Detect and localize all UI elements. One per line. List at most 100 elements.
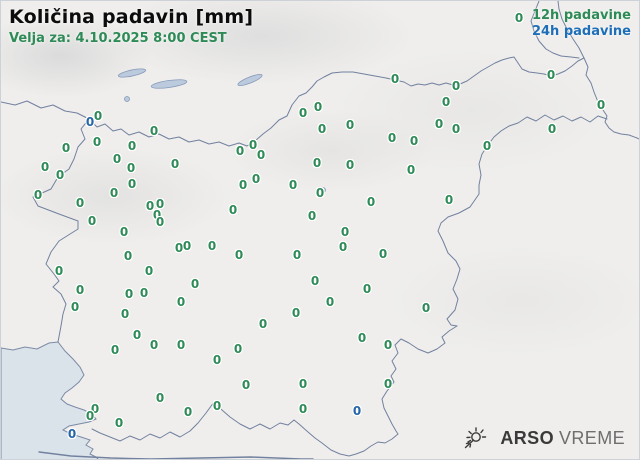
station-value: 0 — [170, 157, 180, 171]
brand-wordmark: ARSO VREME — [500, 428, 625, 449]
border-croatia-south — [91, 325, 458, 457]
station-value: 0 — [87, 214, 97, 228]
station-value: 0 — [298, 377, 308, 391]
station-value: 0 — [112, 152, 122, 166]
station-value: 0 — [33, 188, 43, 202]
station-value: 0 — [127, 177, 137, 191]
valid-for-timestamp: Velja za: 4.10.2025 8:00 CEST — [9, 31, 227, 46]
station-value: 0 — [352, 404, 362, 418]
station-value: 0 — [40, 160, 50, 174]
station-value: 0 — [366, 195, 376, 209]
station-value: 0 — [126, 161, 136, 175]
station-value: 0 — [212, 399, 222, 413]
station-value: 0 — [233, 342, 243, 356]
station-value: 0 — [92, 135, 102, 149]
border-hungary — [583, 57, 639, 140]
station-value: 0 — [338, 240, 348, 254]
station-value: 0 — [317, 122, 327, 136]
brand-vreme: VREME — [558, 427, 625, 448]
lake-millstatt — [237, 73, 263, 87]
station-value: 0 — [345, 118, 355, 132]
brand-arso: ARSO — [500, 427, 554, 448]
station-value: 0 — [292, 248, 302, 262]
lake-small — [124, 96, 130, 102]
station-value: 0 — [93, 109, 103, 123]
station-value: 0 — [421, 301, 431, 315]
station-value: 0 — [340, 225, 350, 239]
station-value: 0 — [248, 138, 258, 152]
legend-24h-label: 24h padavine — [531, 24, 631, 39]
station-value: 0 — [155, 197, 165, 211]
adriatic-sea — [1, 341, 99, 459]
page-title: Količina padavin [mm] — [9, 6, 254, 28]
station-value: 0 — [298, 106, 308, 120]
station-value: 0 — [139, 286, 149, 300]
station-value: 0 — [390, 72, 400, 86]
station-value: 0 — [127, 139, 137, 153]
station-value: 0 — [313, 100, 323, 114]
station-value: 0 — [434, 117, 444, 131]
station-value: 0 — [114, 416, 124, 430]
station-value: 0 — [174, 241, 184, 255]
station-value: 0 — [152, 208, 162, 222]
station-value: 0 — [298, 402, 308, 416]
station-value: 0 — [241, 378, 251, 392]
arso-vreme-branding: ARSO VREME — [462, 425, 625, 451]
station-value: 0 — [234, 248, 244, 262]
station-value: 0 — [383, 377, 393, 391]
station-value: 0 — [310, 274, 320, 288]
station-value: 0 — [176, 338, 186, 352]
station-value: 0 — [362, 282, 372, 296]
station-value: 0 — [251, 172, 261, 186]
station-value: 0 — [325, 295, 335, 309]
station-value: 0 — [75, 196, 85, 210]
station-value: 0 — [90, 402, 100, 416]
station-value: 0 — [307, 209, 317, 223]
station-value: 0 — [444, 193, 454, 207]
station-value: 0 — [207, 239, 217, 253]
sun-icon — [465, 427, 487, 449]
station-value: 0 — [85, 115, 95, 129]
station-value: 0 — [546, 68, 556, 82]
station-value: 0 — [119, 225, 129, 239]
station-value: 0 — [149, 124, 159, 138]
border-austria-hungary-west — [530, 1, 580, 59]
station-value: 0 — [378, 247, 388, 261]
station-value: 0 — [312, 156, 322, 170]
legend: 12h padavine 24h padavine — [532, 8, 631, 40]
lake-woerth — [150, 79, 188, 89]
station-value: 0 — [291, 306, 301, 320]
station-value: 0 — [228, 203, 238, 217]
station-value: 0 — [149, 338, 159, 352]
station-value: 0 — [67, 427, 77, 441]
map-header: Količina padavin [mm] Velja za: 4.10.202… — [9, 6, 253, 46]
station-value: 0 — [155, 215, 165, 229]
station-value: 0 — [441, 95, 451, 109]
station-value: 0 — [409, 134, 419, 148]
station-value: 0 — [190, 277, 200, 291]
station-value: 0 — [315, 186, 325, 200]
station-value: 0 — [235, 144, 245, 158]
station-value: 0 — [256, 148, 266, 162]
border-austria-slovenia — [88, 56, 585, 147]
station-value: 0 — [387, 131, 397, 145]
station-value: 0 — [547, 122, 557, 136]
station-value: 0 — [596, 98, 606, 112]
station-value: 0 — [145, 199, 155, 213]
station-value: 0 — [183, 405, 193, 419]
station-value: 0 — [238, 178, 248, 192]
border-italy-slovenia — [32, 118, 90, 343]
station-value: 0 — [155, 391, 165, 405]
station-value: 0 — [75, 283, 85, 297]
legend-12h-label: 12h padavine — [531, 8, 631, 23]
station-value: 0 — [54, 264, 64, 278]
station-value: 0 — [124, 287, 134, 301]
station-value: 0 — [383, 338, 393, 352]
station-value: 0 — [345, 158, 355, 172]
station-value: 0 — [61, 141, 71, 155]
station-value: 0 — [123, 249, 133, 263]
